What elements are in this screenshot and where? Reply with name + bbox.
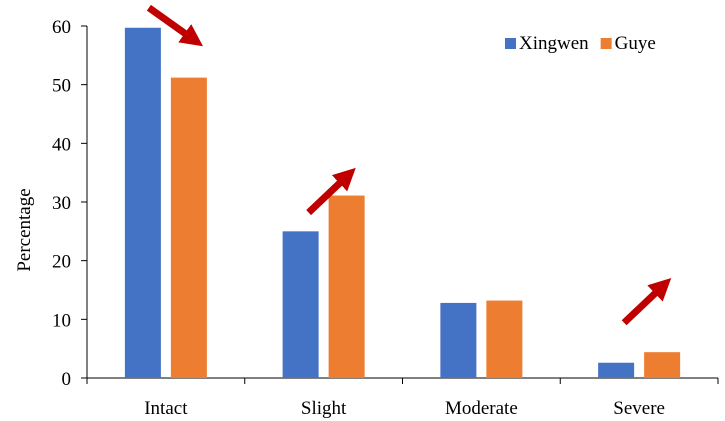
- legend-swatch-xingwen: [505, 38, 516, 49]
- bar-xingwen-moderate: [440, 302, 477, 378]
- x-tick-label: Severe: [613, 398, 665, 419]
- legend-label-xingwen: Xingwen: [519, 33, 589, 54]
- x-tick-label: Intact: [144, 398, 188, 419]
- legend: Xingwen Guye: [505, 33, 656, 54]
- y-axis-title: Percentage: [14, 188, 35, 271]
- bars: [124, 27, 681, 379]
- x-axis: Intact Slight Moderate Severe: [86, 377, 719, 419]
- legend-label-guye: Guye: [615, 33, 656, 54]
- x-tick-label: Moderate: [445, 398, 518, 419]
- bar-guye-severe: [644, 352, 681, 378]
- y-tick-label: 60: [52, 17, 71, 38]
- y-tick-label: 10: [52, 310, 71, 331]
- y-tick-label: 40: [52, 134, 71, 155]
- bar-guye-slight: [328, 195, 365, 378]
- trend-arrows: [146, 4, 672, 326]
- x-tick-label: Slight: [301, 398, 347, 419]
- arrow-down-right-icon: [146, 4, 204, 47]
- y-axis: 0 10 20 30 40 50 60: [52, 17, 88, 390]
- arrow-up-right-icon: [621, 278, 672, 326]
- bar-xingwen-severe: [598, 362, 635, 378]
- arrow-up-right-icon: [306, 167, 356, 216]
- bar-guye-moderate: [486, 300, 523, 378]
- y-tick-label: 50: [52, 76, 71, 97]
- bar-xingwen-intact: [124, 27, 161, 378]
- bar-xingwen-slight: [282, 231, 319, 378]
- y-tick-label: 30: [52, 193, 71, 214]
- legend-swatch-guye: [600, 38, 612, 49]
- y-tick-label: 0: [62, 369, 72, 390]
- bar-guye-intact: [170, 77, 207, 379]
- y-tick-label: 20: [52, 252, 71, 273]
